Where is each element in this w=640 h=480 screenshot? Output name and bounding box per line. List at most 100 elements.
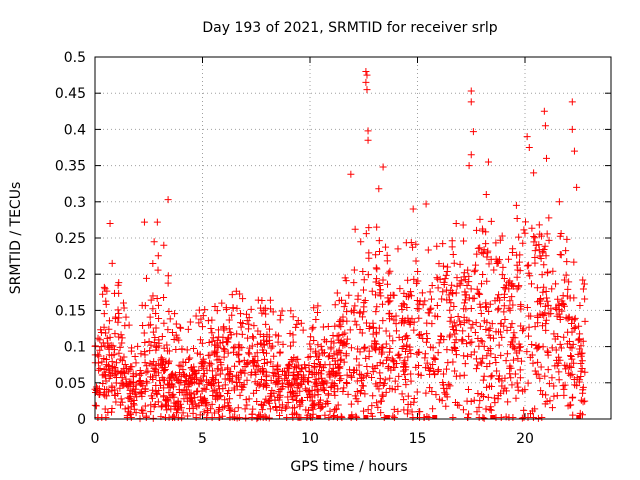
data-point: [505, 255, 513, 263]
data-point: [542, 320, 550, 328]
data-point: [392, 320, 400, 328]
data-point: [361, 344, 369, 352]
data-point: [260, 306, 268, 314]
data-point: [332, 370, 340, 378]
data-point: [421, 350, 429, 358]
data-point: [116, 384, 124, 392]
data-point: [429, 405, 437, 413]
data-point: [511, 345, 519, 353]
data-point: [541, 400, 549, 408]
data-point: [243, 360, 251, 368]
data-point: [428, 282, 436, 290]
data-point: [484, 158, 492, 166]
data-point: [474, 244, 482, 252]
data-point: [465, 162, 473, 170]
data-point: [487, 217, 495, 225]
data-point: [507, 374, 515, 382]
data-point: [553, 392, 561, 400]
data-point: [538, 414, 546, 422]
data-point: [155, 315, 163, 323]
data-point: [513, 349, 521, 357]
data-point: [166, 315, 174, 323]
data-point: [476, 215, 484, 223]
data-point: [508, 248, 516, 256]
data-point: [544, 366, 552, 374]
data-point: [579, 398, 587, 406]
data-point: [149, 386, 157, 394]
data-point: [457, 277, 465, 285]
data-point: [177, 378, 185, 386]
data-point: [537, 387, 545, 395]
data-point: [478, 280, 486, 288]
data-point: [562, 314, 570, 322]
data-point: [449, 358, 457, 366]
data-point: [108, 382, 116, 390]
data-point: [160, 393, 168, 401]
data-point: [546, 397, 554, 405]
data-point: [130, 400, 138, 408]
data-point: [369, 368, 377, 376]
data-point: [330, 339, 338, 347]
data-point: [326, 361, 334, 369]
data-point: [379, 300, 387, 308]
data-point: [262, 310, 270, 318]
data-point: [254, 366, 262, 374]
data-point: [487, 373, 495, 381]
data-point: [550, 382, 558, 390]
data-point: [240, 356, 248, 364]
data-point: [165, 414, 173, 422]
data-point: [446, 306, 454, 314]
data-point: [510, 329, 518, 337]
data-point: [428, 320, 436, 328]
data-point: [515, 258, 523, 266]
data-point: [407, 370, 415, 378]
data-point: [536, 297, 544, 305]
data-point: [225, 387, 233, 395]
data-point: [225, 370, 233, 378]
data-point: [238, 382, 246, 390]
data-point: [474, 390, 482, 398]
data-point: [433, 274, 441, 282]
data-point: [441, 275, 449, 283]
data-point: [247, 305, 255, 313]
data-point: [267, 390, 275, 398]
data-point: [364, 406, 372, 414]
data-point: [234, 404, 242, 412]
y-tick-label: 0.1: [64, 340, 86, 356]
data-point: [472, 319, 480, 327]
x-tick-label: 20: [516, 431, 534, 447]
data-point: [238, 330, 246, 338]
data-point: [501, 316, 509, 324]
data-point: [336, 356, 344, 364]
data-point: [352, 395, 360, 403]
data-point: [132, 359, 140, 367]
data-point: [279, 367, 287, 375]
data-point: [182, 359, 190, 367]
data-point: [314, 302, 322, 310]
data-point: [350, 279, 358, 287]
data-point: [178, 414, 186, 422]
data-point: [442, 402, 450, 410]
data-point: [534, 358, 542, 366]
data-point: [306, 340, 314, 348]
data-point: [303, 394, 311, 402]
data-point: [361, 297, 369, 305]
data-point: [214, 394, 222, 402]
data-point: [239, 295, 247, 303]
data-point: [339, 387, 347, 395]
data-point: [552, 280, 560, 288]
data-point: [483, 383, 491, 391]
data-point: [539, 288, 547, 296]
data-point: [168, 392, 176, 400]
data-point: [423, 359, 431, 367]
data-point: [545, 380, 553, 388]
data-point: [353, 377, 361, 385]
data-point: [467, 324, 475, 332]
data-point: [441, 389, 449, 397]
data-point: [406, 346, 414, 354]
data-point: [555, 376, 563, 384]
data-point: [553, 312, 561, 320]
data-point: [548, 285, 556, 293]
data-point: [100, 283, 108, 291]
data-point: [291, 409, 299, 417]
